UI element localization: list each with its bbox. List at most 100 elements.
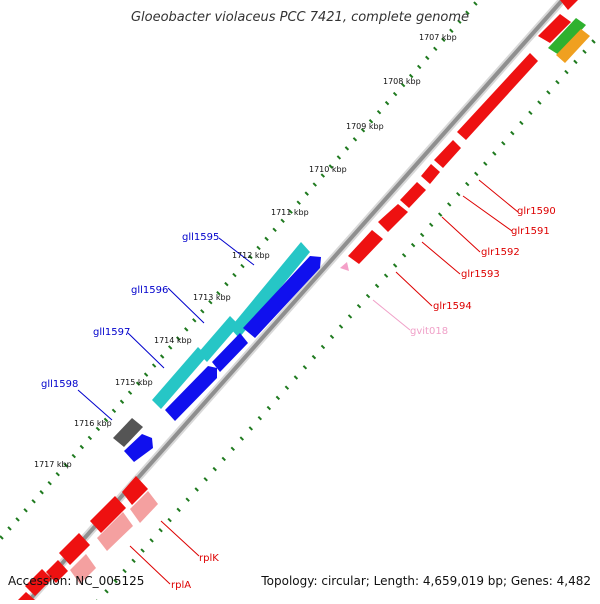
gene-gvit018[interactable] [340,262,349,271]
tick-mark [71,453,77,459]
gene-label[interactable]: rplA [171,580,191,591]
tick-mark [140,548,145,553]
tick-mark [320,344,326,350]
gene-glr1594[interactable] [348,230,383,264]
tick-mark [352,137,358,142]
gene-rplA-rna[interactable] [97,512,133,551]
tick-mark [410,242,416,248]
tick-mark [564,69,569,75]
tick-mark [103,417,109,423]
gene-label[interactable]: glr1591 [511,226,550,237]
gene-label[interactable]: glr1592 [481,247,520,258]
tick-mark [95,426,101,432]
tick-mark [23,508,28,513]
tick-mark [419,232,425,238]
gene-glr1590[interactable] [457,53,538,140]
scale-label: 1713 kbp [193,293,231,302]
tick-mark [457,19,462,24]
gene-top-green[interactable] [548,18,586,55]
tick-mark [365,293,371,299]
gene-gll1595[interactable] [243,256,321,338]
tick-mark [87,435,93,441]
tick-mark [312,182,317,187]
left-strand-genes [113,242,321,462]
tick-mark [288,209,293,214]
gene-gll1598-forward[interactable] [124,434,153,462]
tick-mark [272,227,277,233]
gene-glr1590-top[interactable] [538,14,571,43]
gene-gll1598-cds[interactable] [113,418,143,447]
scale-label: 1709 kbp [346,122,384,131]
gene-label[interactable]: gll1597 [93,327,130,338]
gene-lower-red-edge[interactable] [18,592,35,600]
tick-mark [212,466,217,472]
tick-mark [311,354,317,360]
tick-mark [135,381,141,386]
tick-mark [425,55,430,61]
tick-mark [293,375,299,380]
gene-top-red-edge[interactable] [560,0,578,10]
tick-mark [159,354,165,359]
tick-mark [248,254,253,260]
tick-mark [221,456,226,462]
gene-rplA[interactable] [90,496,126,533]
scale-labels: 1707 kbp 1708 kbp 1709 kbp 1710 kbp 1711 kbp… [34,33,457,469]
tick-mark [248,426,254,431]
gene-label[interactable]: gll1596 [131,285,168,296]
gene-label[interactable]: glr1590 [517,206,556,217]
tick-mark [119,399,125,404]
scale-label: 1707 kbp [419,33,457,42]
tick-mark [143,372,149,377]
gene-gll1596-cds[interactable] [198,316,239,362]
tick-mark [266,405,272,411]
gene-gll1597[interactable] [165,366,217,421]
gene-lower-red-2[interactable] [25,569,52,596]
tick-mark [39,490,44,495]
gene-rplK[interactable] [122,476,148,505]
gene-glr1591[interactable] [434,140,461,168]
scale-label: 1711 kbp [271,208,309,217]
gene-label[interactable]: glr1594 [433,301,472,312]
label-leaders [77,179,519,585]
right-strand-genes [18,0,590,600]
tick-mark [257,416,263,421]
gene-glr1593-b[interactable] [378,204,408,232]
gene-lower-red-1[interactable] [59,533,90,565]
tick-mark [591,39,596,44]
tick-mark [200,309,205,314]
gene-gll1595-cds[interactable] [230,242,310,338]
tick-mark [0,535,4,540]
scale-label: 1717 kbp [34,460,72,469]
gene-label[interactable]: rplK [199,553,219,564]
tick-mark [320,173,326,178]
gene-gll1597-cds[interactable] [152,347,207,409]
tick-mark [416,64,422,70]
tick-mark [447,202,452,207]
gene-gll1596[interactable] [212,333,248,372]
gene-rplK-rna[interactable] [130,491,158,523]
tick-mark [368,119,374,124]
tick-mark [374,283,380,289]
tick-mark [528,110,533,115]
tick-mark [104,589,109,594]
tick-mark [302,365,308,370]
gene-label[interactable]: gll1598 [41,379,78,390]
gene-lower-red-3[interactable] [46,560,68,583]
gene-label[interactable]: gll1595 [182,232,219,243]
tick-mark [537,100,542,105]
tick-mark [185,497,190,502]
page-title: Gloeobacter violaceus PCC 7421, complete… [130,10,470,25]
gene-label[interactable]: glr1593 [461,269,500,280]
gene-top-orange[interactable] [556,29,590,63]
gene-lower-pink[interactable] [70,554,96,584]
tick-mark [519,120,524,126]
scale-label: 1715 kbp [115,378,153,387]
tick-mark [344,146,350,151]
tick-mark [401,253,407,258]
gene-label[interactable]: gvit018 [410,326,448,337]
gene-glr1592[interactable] [421,164,440,184]
tick-mark [296,200,301,205]
gene-glr1593-a[interactable] [400,182,426,208]
